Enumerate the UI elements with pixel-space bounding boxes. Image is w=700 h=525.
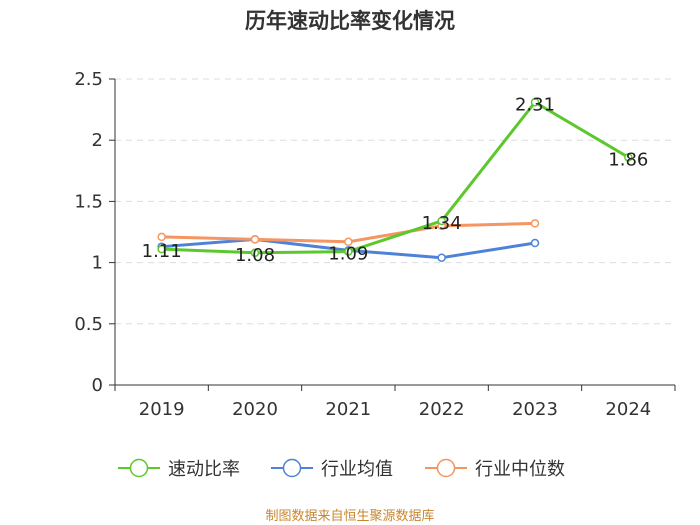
legend-label: 行业中位数 <box>475 459 565 480</box>
data-point <box>437 216 446 226</box>
data-point <box>157 232 166 242</box>
x-tick-label: 2019 <box>139 399 185 420</box>
legend-item[interactable]: 行业均值 <box>271 458 393 480</box>
data-point <box>530 219 540 228</box>
y-tick-label: 1 <box>92 253 103 274</box>
x-tick-label: 2021 <box>325 399 371 420</box>
y-tick-label: 0.5 <box>74 314 103 335</box>
legend-label: 速动比率 <box>168 459 240 480</box>
y-tick-label: 0 <box>92 375 103 396</box>
legend-item[interactable]: 速动比率 <box>118 458 240 480</box>
legend-marker-icon <box>436 458 456 478</box>
legend[interactable]: 速动比率 行业均值 行业中位数 <box>118 458 565 480</box>
legend-label: 行业均值 <box>321 459 393 480</box>
x-tick-label: 2023 <box>512 399 558 420</box>
data-point <box>157 244 166 254</box>
data-point <box>344 237 353 247</box>
source-note: 制图数据来自恒生聚源数据库 <box>265 508 434 524</box>
data-point <box>344 247 353 256</box>
y-tick-label: 2.5 <box>74 69 103 90</box>
series-group <box>157 98 633 262</box>
data-label: 1.34 <box>422 213 462 234</box>
data-point <box>250 235 260 244</box>
data-point <box>250 248 260 258</box>
data-point <box>530 238 540 248</box>
data-label: 1.08 <box>235 245 275 266</box>
grid-lines <box>115 78 675 325</box>
data-point <box>624 153 633 162</box>
chart-title: 历年速动比率变化情况 <box>245 9 455 33</box>
x-axis: 2019 2020 2021 2022 2023 2024 <box>114 384 676 420</box>
data-labels: 1.11 1.08 1.09 1.34 2.31 1.86 <box>142 94 649 266</box>
x-tick-label: 2024 <box>605 399 651 420</box>
data-label: 1.86 <box>608 149 648 170</box>
y-axis: 0 0.5 1 1.5 2 2.5 <box>74 69 116 396</box>
x-tick-label: 2022 <box>419 399 465 420</box>
legend-marker-icon <box>282 458 302 478</box>
x-tick-label: 2020 <box>232 399 278 420</box>
legend-item[interactable]: 行业中位数 <box>425 458 565 480</box>
data-label: 1.09 <box>328 244 368 265</box>
y-tick-label: 1.5 <box>74 191 103 212</box>
series-line <box>161 100 630 255</box>
data-point <box>437 253 446 262</box>
legend-marker-icon <box>129 458 149 478</box>
y-tick-label: 2 <box>92 130 103 151</box>
data-label: 2.31 <box>515 94 555 115</box>
data-label: 1.11 <box>142 241 182 262</box>
data-point <box>530 98 540 107</box>
